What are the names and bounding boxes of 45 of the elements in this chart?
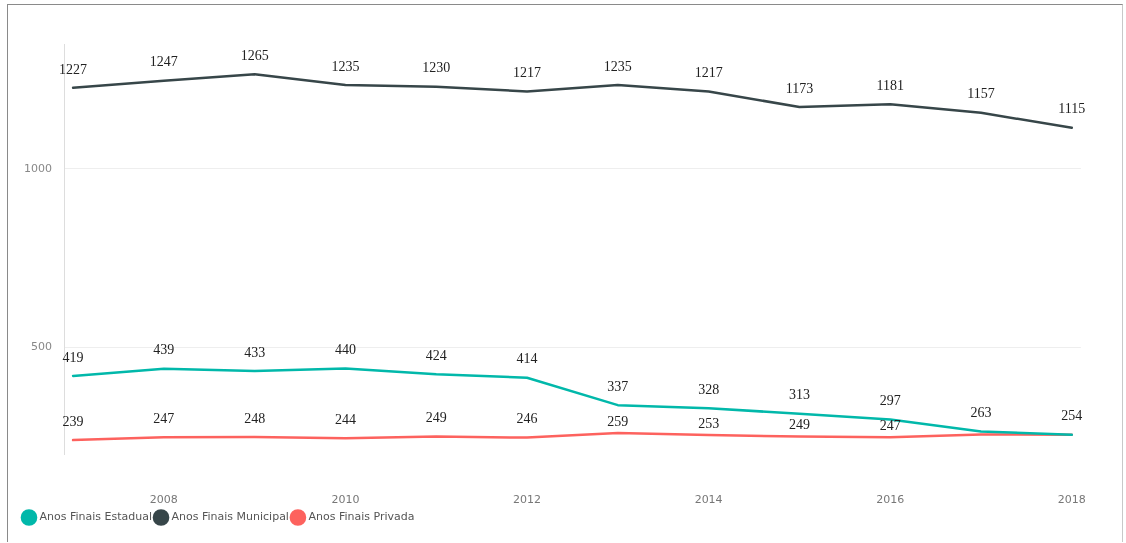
x-tick-label: 2008	[149, 493, 178, 507]
x-tick-label: 2018	[1057, 493, 1086, 507]
data-label: 297	[879, 393, 901, 409]
legend-label: Anos Finais Privada	[308, 510, 415, 524]
y-tick-label: 1000	[24, 161, 52, 175]
data-label: 1247	[149, 54, 178, 70]
data-label: 249	[788, 417, 810, 433]
data-label: 440	[334, 342, 356, 358]
data-label: 424	[425, 347, 447, 363]
data-label: 433	[244, 344, 266, 360]
data-label: 313	[788, 387, 810, 403]
data-label: 1217	[513, 65, 542, 81]
legend-label: Anos Finais Municipal	[171, 510, 289, 524]
data-label: 1227	[59, 61, 88, 77]
data-label: 419	[62, 349, 84, 365]
data-label: 1217	[694, 65, 723, 81]
data-label: 253	[698, 415, 720, 431]
data-label: 246	[516, 411, 538, 427]
data-label: 1157	[967, 86, 995, 102]
x-tick-label: 2016	[876, 493, 905, 507]
data-label: 259	[607, 413, 629, 429]
data-label: 239	[62, 413, 84, 429]
data-label: 248	[244, 410, 266, 426]
data-label: 263	[970, 405, 992, 421]
data-label: 1173	[785, 80, 814, 96]
data-label: 337	[607, 378, 629, 394]
x-tick-label: 2014	[694, 493, 723, 507]
data-label: 244	[334, 411, 356, 427]
y-tick-label: 500	[31, 339, 52, 353]
data-label: 1230	[422, 60, 451, 76]
data-label: 1181	[876, 77, 904, 93]
data-label: 328	[698, 382, 720, 398]
data-label: 1235	[331, 58, 360, 74]
data-label: 1265	[240, 47, 269, 63]
x-tick-label: 2010	[331, 493, 360, 507]
data-label: 247	[153, 410, 175, 426]
data-label: 249	[425, 410, 447, 426]
data-label: 247	[879, 417, 901, 433]
data-label: 254	[1061, 408, 1083, 424]
data-label: 1235	[603, 58, 632, 74]
data-label: 414	[516, 351, 538, 367]
legend-label: Anos Finais Estadual	[39, 510, 153, 524]
x-tick-label: 2012	[513, 493, 542, 507]
data-label: 1115	[1058, 101, 1086, 117]
data-label: 439	[153, 342, 175, 358]
